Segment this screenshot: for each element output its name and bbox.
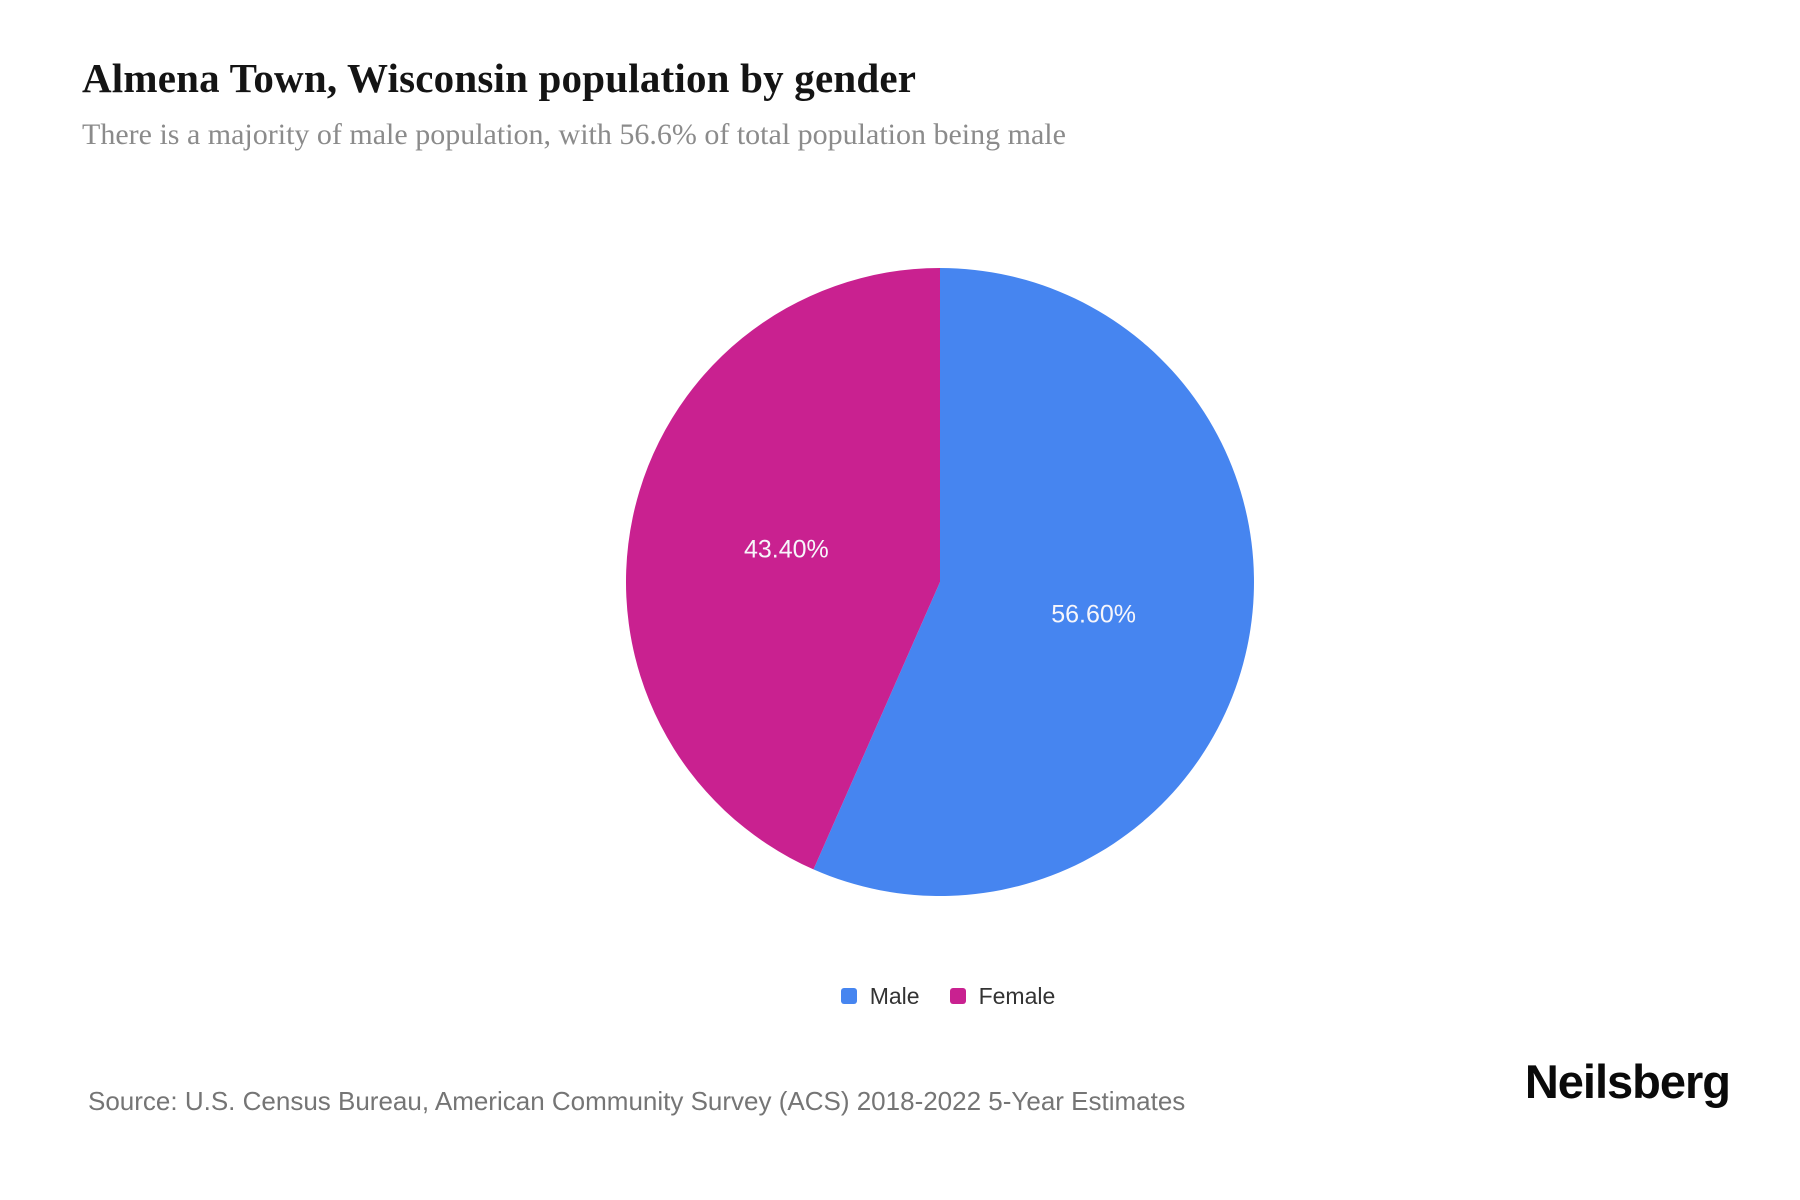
legend-label-female: Female [978, 982, 1056, 1009]
source-note: Source: U.S. Census Bureau, American Com… [88, 1086, 1186, 1116]
legend-swatch-male [840, 988, 857, 1004]
pie-slice-label-male: 56.60% [1051, 600, 1136, 628]
page-title: Almena Town, Wisconsin population by gen… [82, 55, 917, 101]
pie-slice-male[interactable] [813, 268, 1254, 896]
chart-legend: Male Female [48, 980, 1800, 1012]
brand-logo: Neilsberg [1524, 1055, 1731, 1108]
pie-slice-label-female: 43.40% [744, 536, 829, 564]
legend-label-male: Male [869, 982, 920, 1009]
legend-item-female[interactable]: Female [949, 982, 1056, 1010]
pie-slice-female[interactable] [625, 268, 940, 870]
page-subtitle: There is a majority of male population, … [82, 118, 1066, 151]
legend-item-male[interactable]: Male [840, 982, 920, 1010]
legend-swatch-female [949, 988, 966, 1004]
